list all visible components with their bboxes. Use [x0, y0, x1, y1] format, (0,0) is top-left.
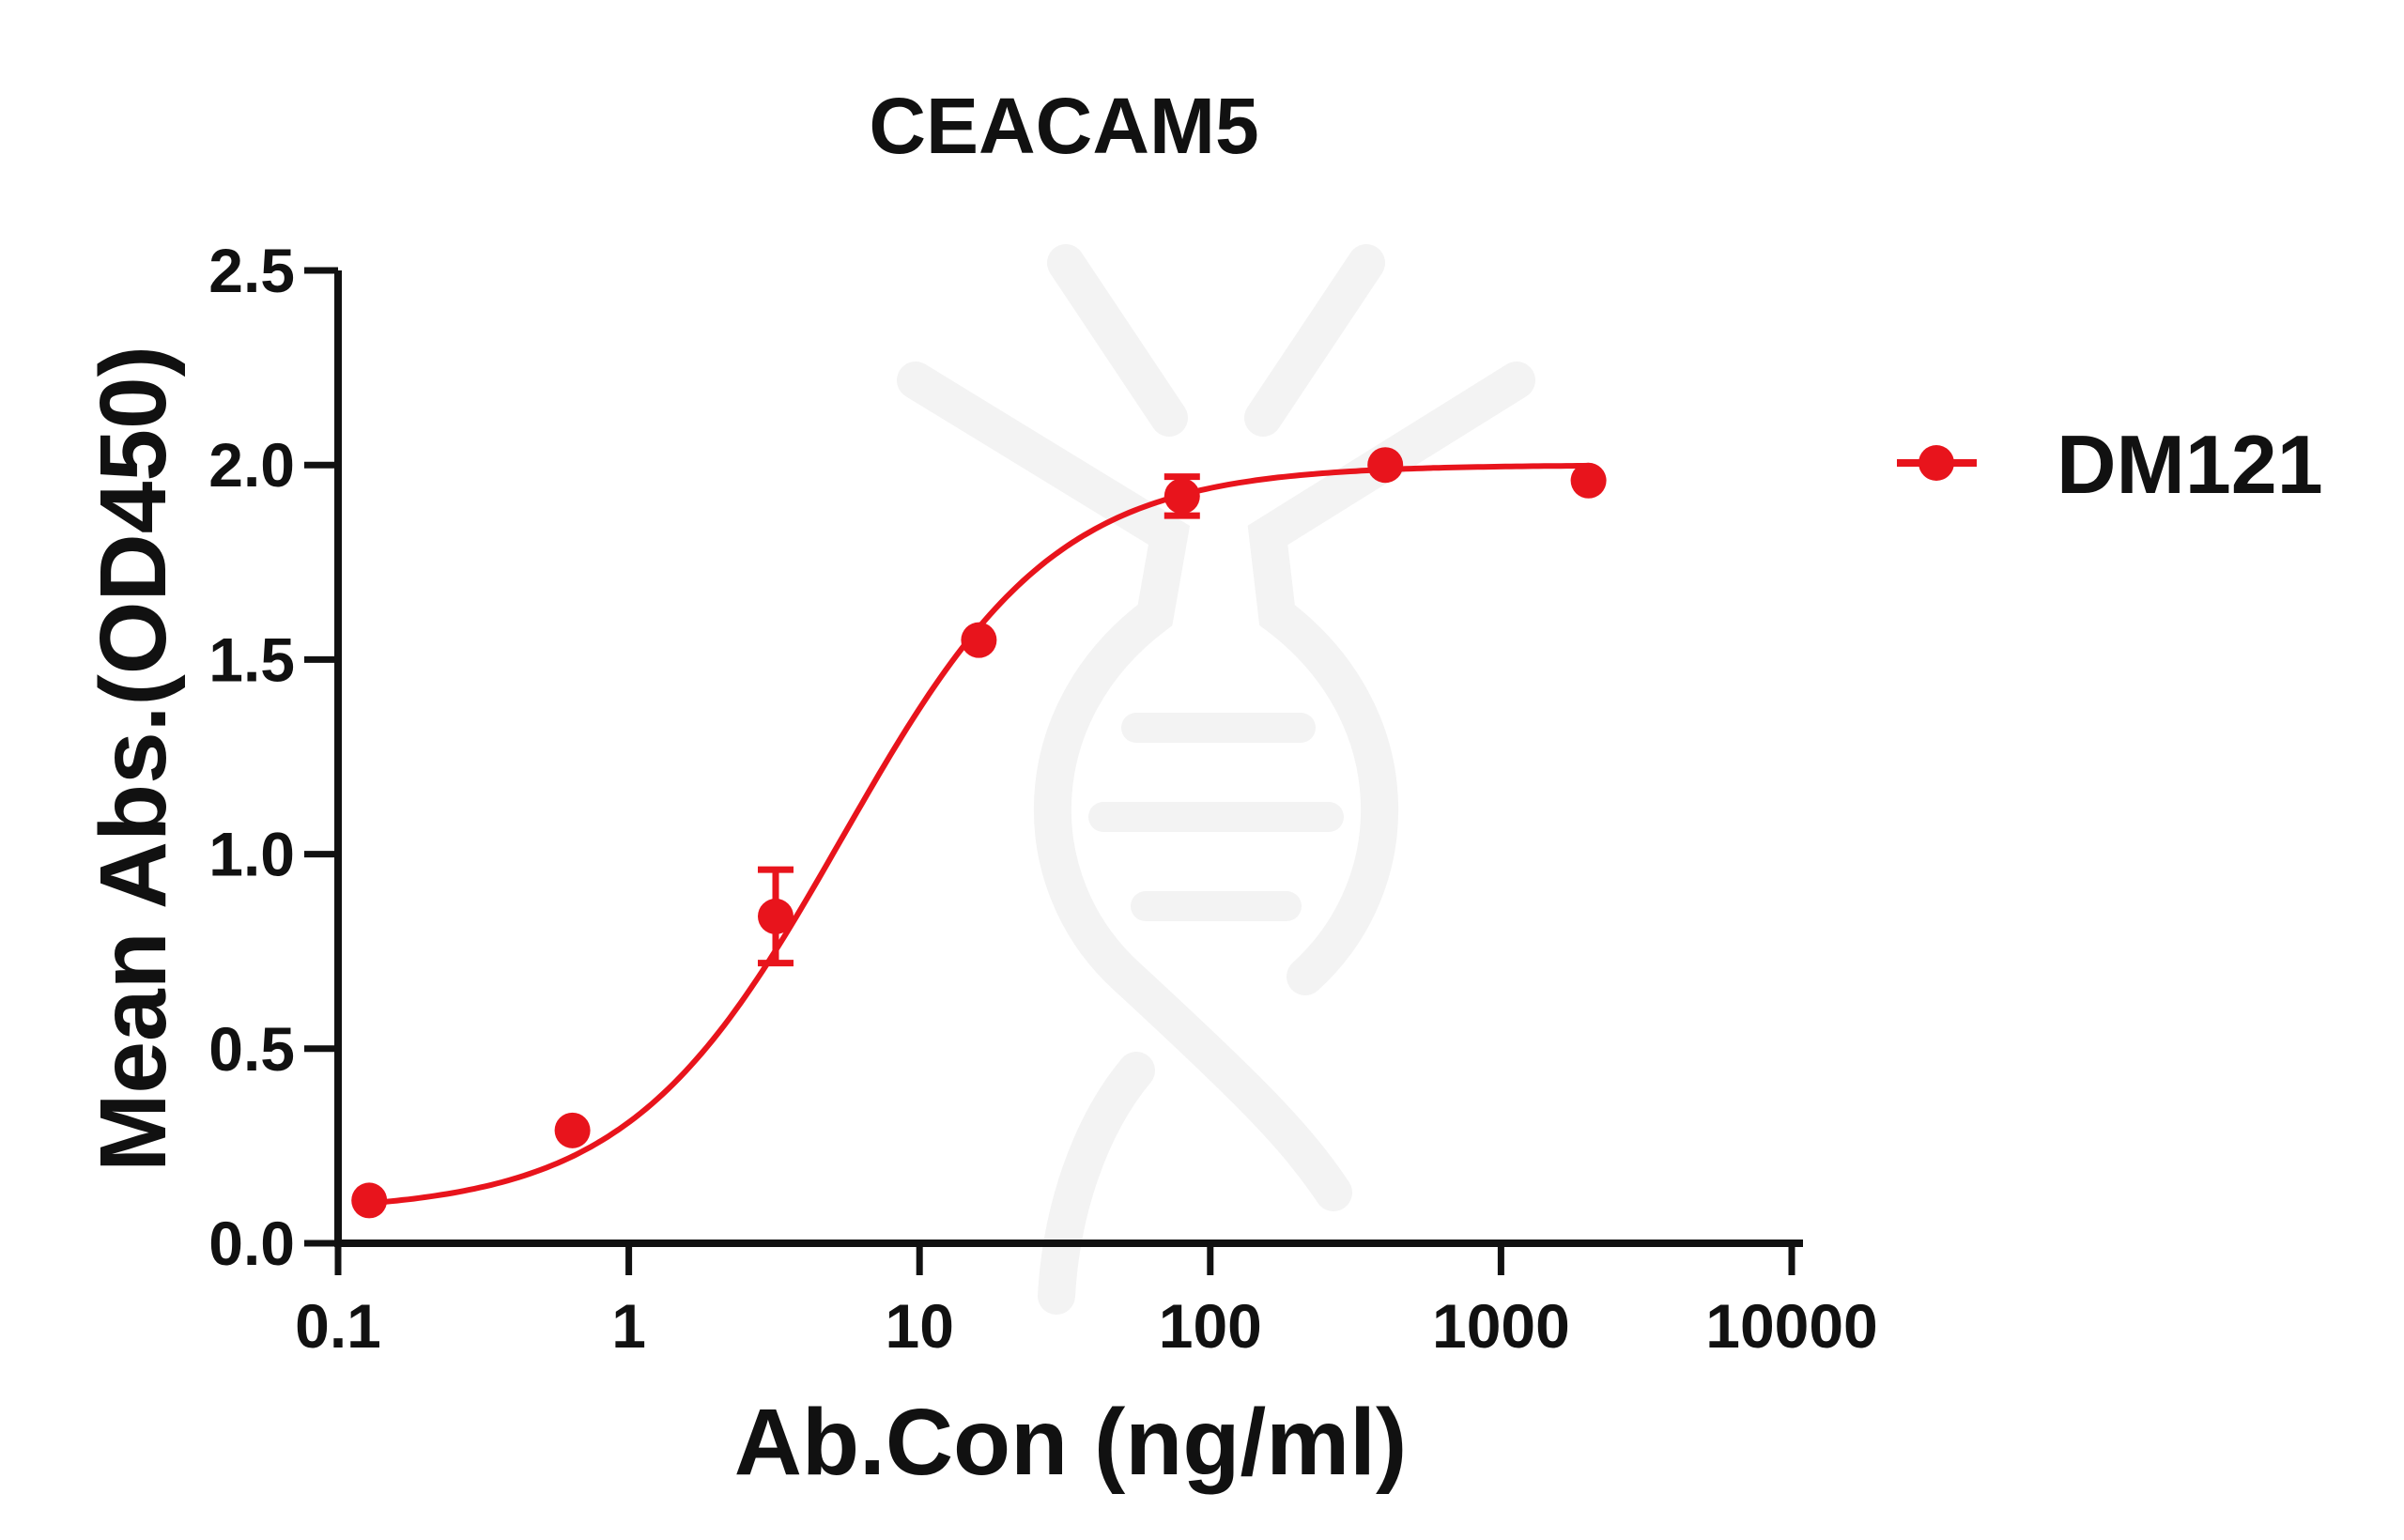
- data-point: [1163, 478, 1200, 515]
- data-point: [554, 1112, 591, 1148]
- y-tick-label: 1.0: [208, 820, 295, 889]
- legend-marker: [1919, 445, 1954, 481]
- x-tick-label: 0.1: [295, 1291, 381, 1361]
- fit-curve: [368, 462, 1589, 1207]
- y-ticks: 0.0 0.5 1.0 1.5 2.0 2.5: [208, 236, 338, 1278]
- y-axis-label: Mean Abs.(OD450): [81, 346, 186, 1172]
- x-tick-label: 100: [1159, 1291, 1262, 1361]
- y-tick-label: 2.0: [208, 430, 295, 500]
- x-axis-label: Ab.Con (ng/ml): [734, 1390, 1408, 1495]
- y-tick-label: 0.0: [208, 1209, 295, 1278]
- chart-title: CEACAM5: [869, 82, 1258, 170]
- dna-watermark: [897, 244, 1535, 1315]
- watermark-strand-left: [897, 244, 1352, 1211]
- y-tick-label: 2.5: [208, 236, 295, 305]
- legend: DM121: [1897, 418, 2323, 511]
- legend-label: DM121: [2057, 418, 2323, 511]
- watermark-strand-right: [1244, 244, 1535, 995]
- watermark-strand-lower: [1038, 1052, 1155, 1315]
- x-tick-label: 10000: [1705, 1291, 1878, 1361]
- x-tick-label: 1: [611, 1291, 646, 1361]
- plot-layer: CEACAM5 0.0 0.5 1.0 1.5 2.0 2.5 0.1 1 10 100 1000…: [81, 82, 2323, 1495]
- x-tick-label: 1000: [1432, 1291, 1570, 1361]
- data-point: [351, 1182, 388, 1219]
- data-point: [1570, 462, 1607, 499]
- x-tick-label: 10: [885, 1291, 953, 1361]
- data-point: [1367, 447, 1404, 484]
- y-tick-label: 1.5: [208, 624, 295, 694]
- y-tick-label: 0.5: [208, 1014, 295, 1084]
- data-point: [961, 622, 997, 658]
- data-point: [757, 898, 794, 934]
- watermark-rungs: [1088, 713, 1344, 921]
- x-ticks: 0.1 1 10 100 1000 10000: [295, 1243, 1878, 1361]
- series-layer: [351, 447, 1607, 1219]
